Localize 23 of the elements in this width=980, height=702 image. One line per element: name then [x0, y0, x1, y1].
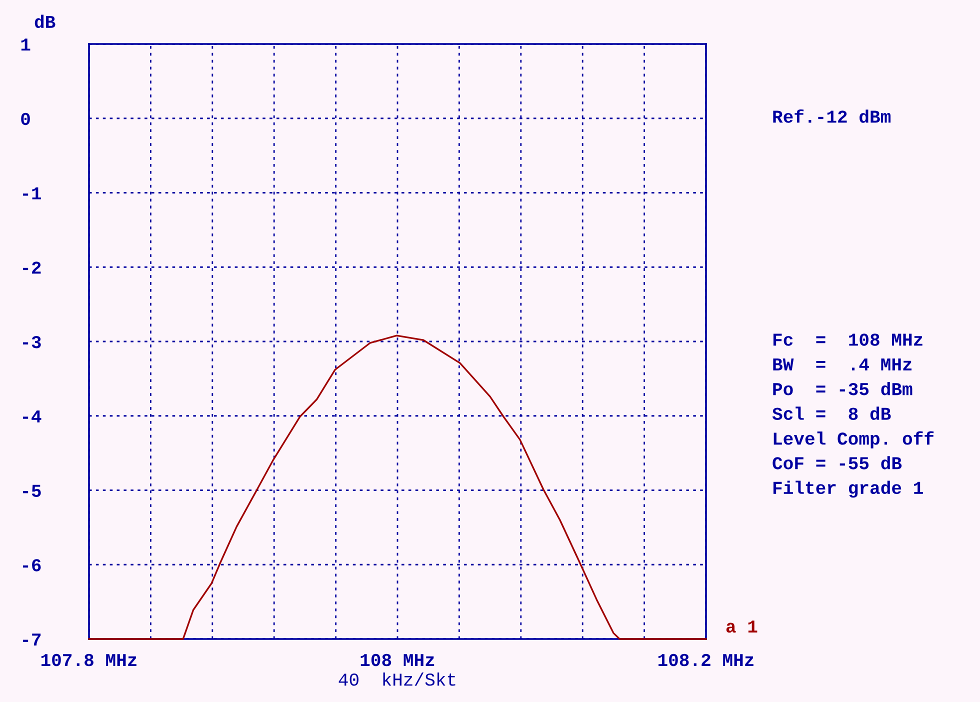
y-axis-title: dB [34, 14, 56, 28]
y-tick-label: -3 [22, 336, 41, 348]
text: Fc = 108 MHz [773, 334, 922, 346]
text: BW = .4 MHz [773, 358, 912, 370]
annotation: a 1 [726, 620, 758, 633]
y-tick-label: -7 [22, 634, 41, 646]
x-axis-title: 40 kHz/Skt [338, 672, 456, 686]
x-tick-label: 108.2 MHz [658, 654, 754, 666]
y-tick-label: -6 [22, 559, 41, 572]
text: Filter grade 1 [773, 480, 923, 498]
y-tick-label: -1 [22, 187, 42, 200]
y-tick-label: 0 [21, 112, 30, 126]
x-tick-label: 107.8 MHz [41, 654, 136, 666]
x-tick-label: 108 MHz [360, 654, 434, 666]
y-tick-label: -5 [22, 484, 41, 497]
y-tick-label: -2 [22, 262, 41, 274]
text: Ref.-12 dBm [773, 109, 891, 123]
text: Scl = 8 dB [772, 406, 891, 420]
text: Po = -35 dBm [773, 382, 912, 396]
y-tick-label: 1 [21, 38, 30, 51]
text: CoF = -55 dB [772, 456, 902, 470]
y-tick-label: -4 [22, 410, 42, 422]
text: Level Comp. off [774, 431, 934, 448]
